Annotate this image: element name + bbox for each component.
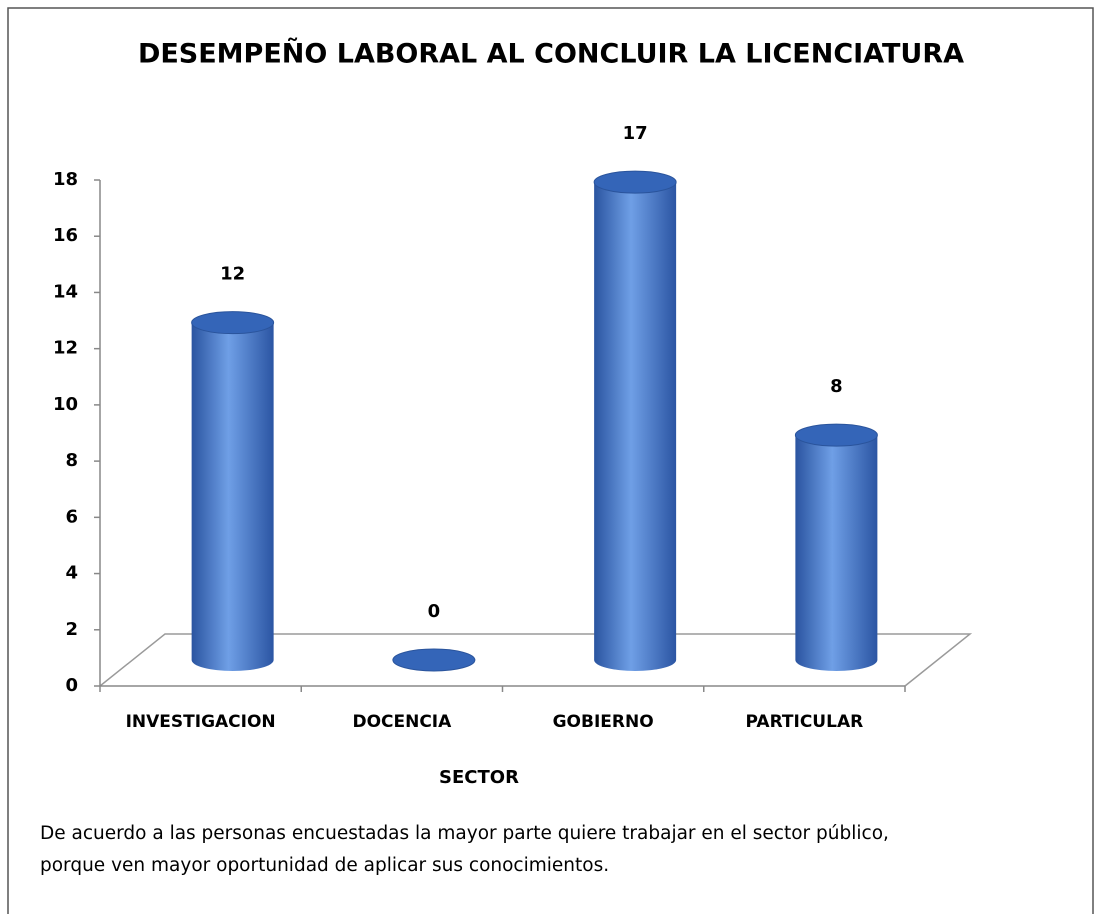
y-tick-label: 14 [53, 281, 78, 302]
chart-title: DESEMPEÑO LABORAL AL CONCLUIR LA LICENCI… [138, 38, 964, 70]
y-tick-label: 16 [53, 225, 78, 246]
y-tick-label: 8 [65, 450, 78, 471]
bar [794, 423, 878, 671]
x-axis-title: SECTOR [439, 767, 519, 788]
bar-body [191, 322, 274, 671]
data-label: 12 [220, 264, 245, 285]
x-tick-label: GOBIERNO [553, 712, 654, 732]
data-label: 0 [428, 601, 441, 622]
bar [191, 311, 275, 671]
bar-top [392, 648, 476, 672]
bar [392, 648, 476, 672]
x-tick-label: INVESTIGACION [126, 712, 276, 732]
data-label: 17 [623, 123, 648, 144]
y-tick-label: 0 [65, 675, 78, 696]
x-tick-label: PARTICULAR [746, 712, 864, 732]
x-tick-label: DOCENCIA [352, 712, 452, 732]
bar [593, 170, 677, 671]
bar-top [191, 311, 275, 335]
floor-edge [99, 633, 973, 687]
y-tick-label: 4 [65, 563, 78, 584]
frame [7, 7, 1094, 914]
bar-body [795, 435, 878, 671]
bar-body [594, 182, 677, 671]
y-tick-label: 2 [65, 619, 78, 640]
bar-top [794, 423, 878, 447]
y-tick-label: 10 [53, 394, 78, 415]
note-line: De acuerdo a las personas encuestadas la… [40, 823, 889, 844]
y-tick-label: 18 [53, 169, 78, 190]
y-tick-label: 12 [53, 338, 78, 359]
note-line: porque ven mayor oportunidad de aplicar … [40, 855, 609, 876]
y-tick-label: 6 [65, 506, 78, 527]
data-label: 8 [830, 376, 843, 397]
bar-top [593, 170, 677, 194]
